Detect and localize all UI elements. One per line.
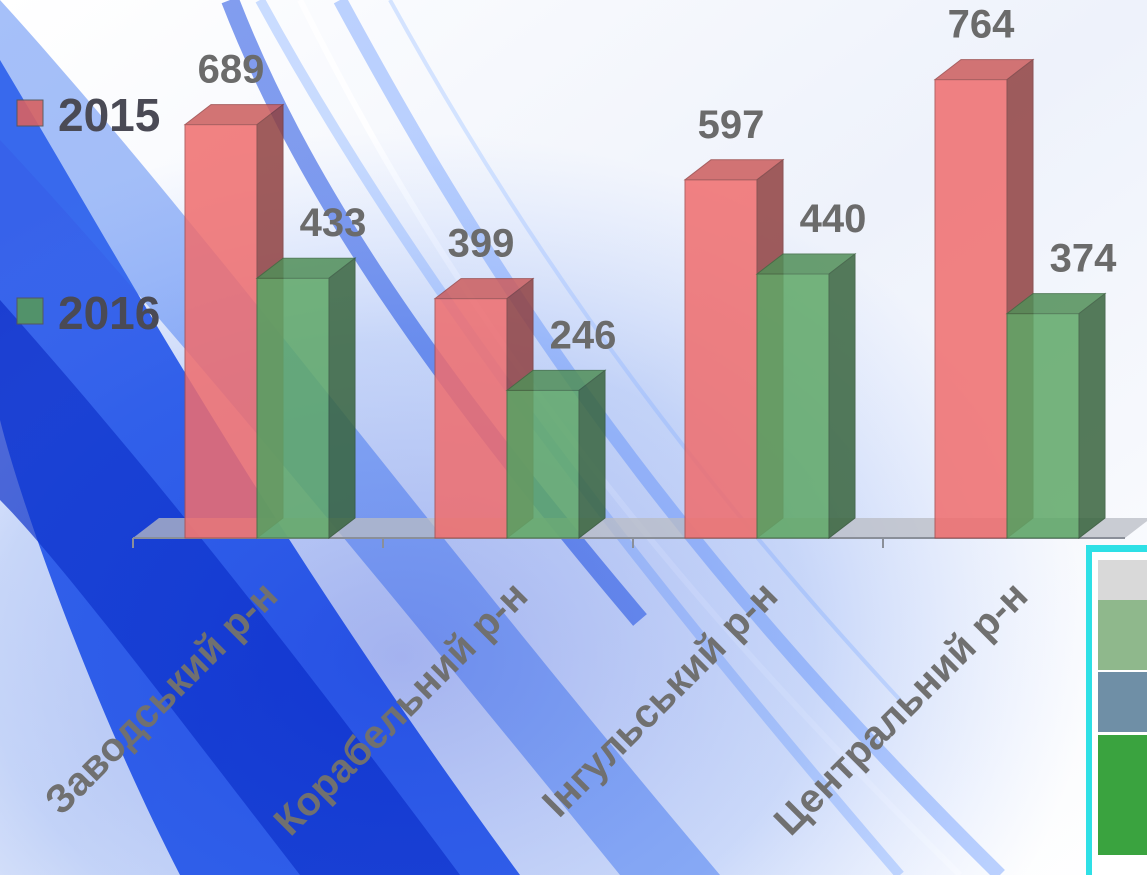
value-label-2015-1: 689 (198, 48, 265, 92)
chart-floor (133, 518, 1147, 538)
value-label-2016-2: 246 (550, 313, 617, 357)
bar-2016-2 (505, 369, 607, 540)
value-label-2015-4: 764 (948, 3, 1015, 47)
legend-label-2016: 2016 (58, 287, 160, 339)
value-label-2016-4: 374 (1050, 237, 1117, 281)
poster-image (1086, 545, 1147, 875)
bar-2015-1 (183, 103, 285, 540)
bar-2016-4 (1005, 292, 1107, 540)
value-label-2015-2: 399 (448, 222, 515, 266)
bar-2016-1 (255, 257, 357, 540)
legend: 2015 2016 (16, 89, 160, 339)
bar-2016-3 (755, 252, 857, 540)
legend-label-2015: 2015 (58, 89, 160, 141)
value-label-2016-1: 433 (300, 201, 367, 245)
value-label-2015-3: 597 (698, 103, 765, 147)
legend-swatch-2015 (16, 99, 44, 127)
legend-swatch-2016 (16, 297, 44, 325)
value-label-2016-3: 440 (800, 197, 867, 241)
